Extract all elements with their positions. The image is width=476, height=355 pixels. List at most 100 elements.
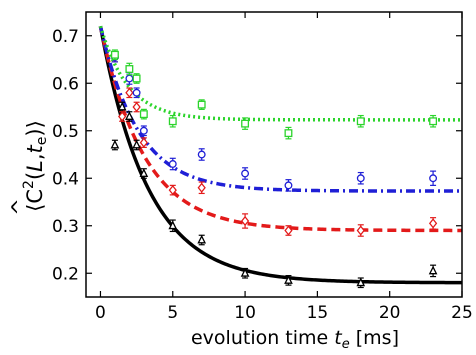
data-point <box>139 125 148 137</box>
x-tick-label: 20 <box>379 303 401 323</box>
data-points <box>110 49 438 289</box>
y-axis-title-close: ⟩ <box>23 120 47 128</box>
data-point <box>132 87 141 99</box>
y-tick-label: 0.6 <box>52 74 79 94</box>
marker-diamond <box>356 225 365 236</box>
marker-square <box>356 117 365 126</box>
marker-triangle <box>117 101 127 111</box>
fit-line <box>98 25 463 285</box>
marker-triangle <box>139 168 149 177</box>
marker-circle <box>139 126 148 135</box>
data-point <box>168 157 177 171</box>
x-tick-label: 25 <box>451 303 473 323</box>
data-point <box>356 114 365 128</box>
y-axis-title-arg2-sub: e <box>34 137 50 146</box>
data-point <box>284 225 293 236</box>
data-point <box>428 264 438 278</box>
marker-triangle <box>356 277 366 287</box>
marker-circle <box>125 74 134 83</box>
y-tick-label: 0.3 <box>52 217 79 237</box>
data-point <box>356 224 365 237</box>
data-point <box>168 219 178 233</box>
svg-text:⟨C2(L,te)⟩: ⟨C2(L,te)⟩ <box>21 120 50 212</box>
data-point <box>139 108 148 120</box>
data-point <box>197 148 206 161</box>
data-point <box>356 171 365 185</box>
data-point <box>125 62 134 76</box>
fit-line <box>98 25 462 233</box>
fit-line <box>98 25 462 193</box>
marker-triangle <box>284 275 293 284</box>
marker-circle <box>197 150 206 159</box>
marker-circle <box>356 174 365 183</box>
axis-ticks: 0 5 10 15 20 25 0.2 0.3 0.4 0.5 0.6 0.7 <box>52 12 473 323</box>
data-point <box>284 275 293 286</box>
y-tick-label: 0.4 <box>52 169 79 189</box>
marker-triangle <box>240 267 250 277</box>
y-axis-title-main: C <box>23 189 47 204</box>
x-axis-title-subscript: e <box>342 337 350 352</box>
marker-square <box>241 119 250 128</box>
marker-diamond <box>118 111 127 122</box>
marker-circle <box>132 88 141 97</box>
marker-diamond <box>139 137 148 148</box>
marker-square <box>132 74 141 83</box>
plot-frame <box>85 11 463 298</box>
y-tick-label: 0.7 <box>52 27 79 47</box>
marker-triangle <box>132 139 141 149</box>
data-point <box>429 114 438 128</box>
data-point <box>356 277 366 289</box>
marker-diamond <box>240 215 250 227</box>
marker-square <box>429 117 438 126</box>
x-axis-title-unit: [ms] <box>350 327 399 349</box>
data-point <box>197 99 206 110</box>
data-point <box>132 139 141 151</box>
data-point <box>110 49 119 61</box>
marker-circle <box>168 160 177 168</box>
marker-diamond <box>284 225 293 236</box>
x-tick-label: 15 <box>307 303 329 323</box>
marker-diamond <box>132 101 141 113</box>
marker-square <box>139 110 148 119</box>
x-tick-label: 5 <box>167 303 178 323</box>
marker-triangle <box>428 265 438 275</box>
y-tick-label: 0.5 <box>52 122 79 142</box>
y-axis-title-args-open: ( <box>23 172 47 180</box>
marker-diamond <box>428 218 438 229</box>
data-point <box>139 137 148 148</box>
marker-triangle <box>168 220 178 230</box>
data-point <box>168 114 177 128</box>
marker-square <box>197 100 206 109</box>
data-point <box>284 126 293 140</box>
y-axis-title-arg2: t <box>23 144 47 153</box>
fit-line <box>98 25 462 122</box>
marker-triangle <box>197 234 207 244</box>
y-axis-title-comma: , <box>23 153 47 160</box>
data-point <box>132 101 141 113</box>
data-point <box>110 139 120 151</box>
y-axis-title-args-close: ) <box>23 128 47 136</box>
marker-square <box>168 117 177 126</box>
data-point <box>284 179 293 192</box>
y-axis-title-sup: 2 <box>21 180 37 189</box>
marker-circle <box>284 181 293 190</box>
y-axis-title-hat: ^ <box>8 198 32 216</box>
x-tick-label: 10 <box>234 303 256 323</box>
data-point <box>241 167 250 180</box>
data-point <box>125 111 134 122</box>
y-axis-title-open: ⟨ <box>23 204 47 212</box>
marker-diamond <box>168 184 177 196</box>
x-tick-label: 0 <box>95 303 106 323</box>
data-point <box>240 213 250 229</box>
data-point <box>428 217 438 230</box>
data-point <box>197 181 206 195</box>
data-point <box>125 87 134 99</box>
marker-diamond <box>125 87 134 98</box>
marker-triangle <box>125 111 134 120</box>
data-point <box>241 117 250 130</box>
data-point <box>139 168 149 179</box>
marker-circle <box>241 169 250 178</box>
data-point <box>429 170 438 186</box>
